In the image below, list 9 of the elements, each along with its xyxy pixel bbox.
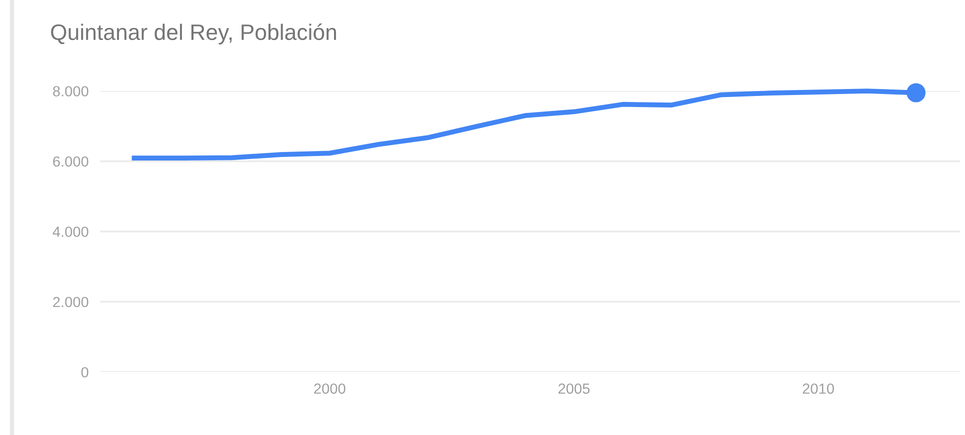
y-tick-label: 8.000 bbox=[53, 86, 88, 96]
y-tick-label: 6.000 bbox=[53, 156, 88, 167]
y-tick-label: 0 bbox=[81, 367, 88, 378]
y-tick-label: 4.000 bbox=[52, 226, 88, 237]
x-tick-label: 2000 bbox=[314, 383, 346, 394]
chart-title: Quintanar del Rey, Población bbox=[51, 24, 336, 44]
y-tick-label: 2.000 bbox=[53, 296, 88, 308]
x-tick-label: 2005 bbox=[558, 383, 590, 394]
x-tick-label: 2010 bbox=[802, 383, 834, 394]
